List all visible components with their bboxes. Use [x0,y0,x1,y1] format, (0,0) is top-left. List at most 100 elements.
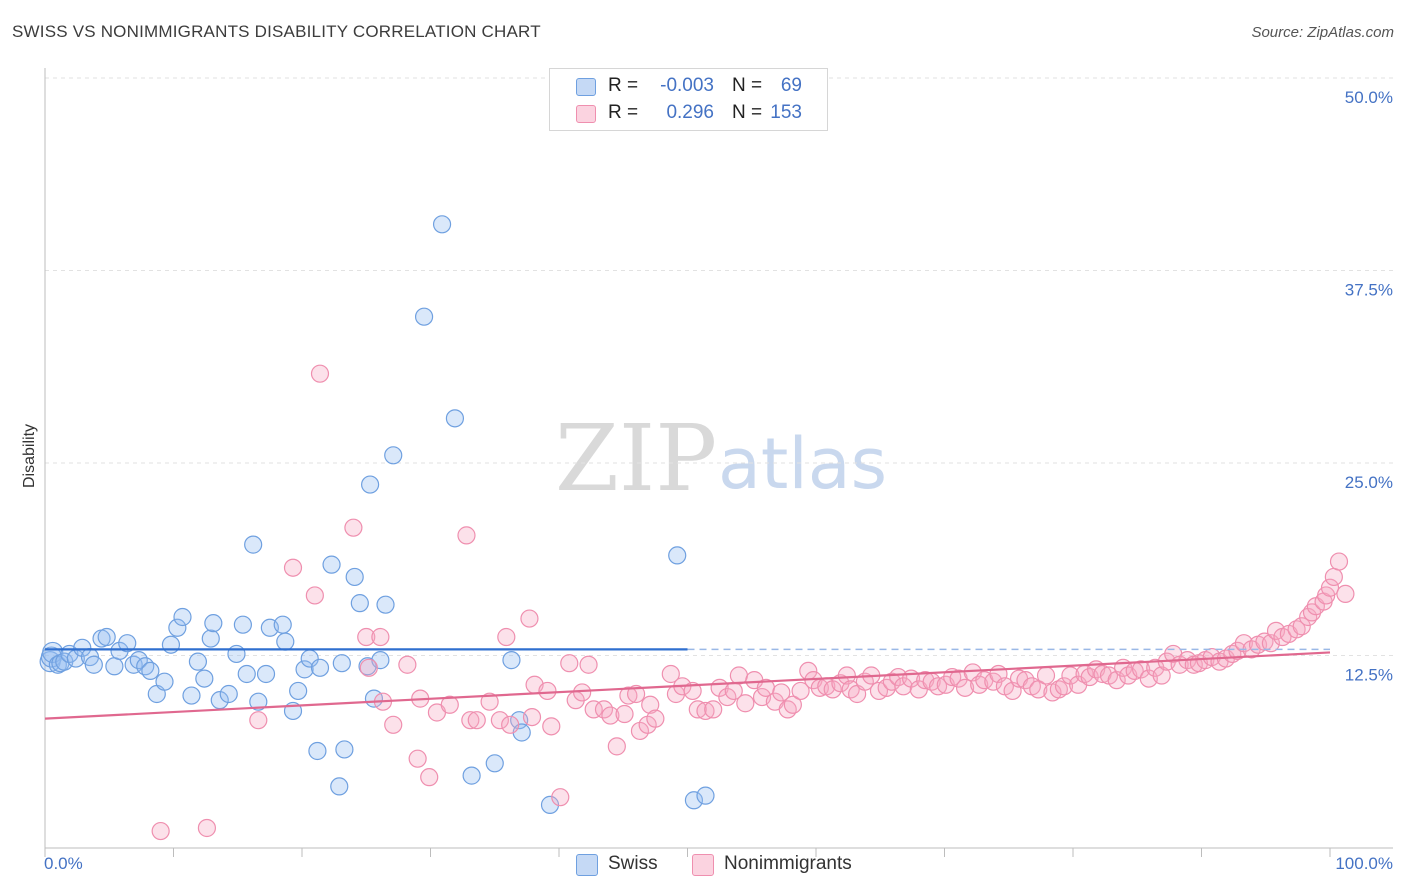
nonimmigrants-point [461,711,480,730]
legend-r-label: R = [608,102,639,123]
swiss-point [73,638,92,657]
nonimmigrants-point [894,677,913,696]
nonimmigrants-point [490,711,509,730]
watermark-atlas: atlas [718,423,887,505]
nonimmigrants-point [384,715,403,734]
legend-n-value: 69 [780,75,802,96]
nonimmigrants-point [1054,677,1074,696]
nonimmigrants-point [344,518,363,537]
nonimmigrants-point [579,655,598,674]
swiss-point [273,615,292,634]
nonimmigrants-point [607,737,626,756]
nonimmigrants-point [283,558,303,577]
nonimmigrants-point [704,700,723,719]
nonimmigrants-point [467,711,486,730]
nonimmigrants-point [1336,584,1355,604]
nonimmigrants-point [619,686,638,705]
swiss-point [432,215,452,234]
swiss-point [155,672,174,691]
nonimmigrants-point [1287,620,1306,639]
chart-title: SWISS VS NONIMMIGRANTS DISABILITY CORREL… [12,22,541,41]
watermark: ZIP atlas [555,405,887,512]
legend-r-label: R = [608,75,639,96]
nonimmigrants-point [1049,680,1068,699]
nonimmigrants-point [197,818,217,838]
nonimmigrants-point [736,694,755,713]
swiss-point [110,641,129,660]
swiss-point [276,632,295,651]
legend-swatch-swiss [576,78,596,96]
legend-n-label: N = [732,75,763,96]
swiss-point [201,629,220,648]
nonimmigrants-point [1152,666,1171,685]
swiss-point [308,741,327,761]
swiss-point [84,655,103,674]
y-tick-label: 37.5% [1345,281,1393,300]
nonimmigrants-point [1036,666,1056,685]
swiss-point [118,634,137,653]
y-tick-label: 12.5% [1345,666,1393,685]
y-tick-label: 50.0% [1345,88,1393,107]
swiss-point [256,664,276,684]
nonimmigrants-point [551,788,570,807]
source-credit: Source: ZipAtlas.com [1251,24,1394,41]
series-nonimmigrants [151,364,1355,841]
swiss-point [684,791,704,810]
nonimmigrants-point [310,364,330,383]
x-tick-label: 100.0% [1335,854,1393,873]
swiss-point [462,766,481,785]
swiss-point [485,754,504,773]
x-tick-labels: 0.0% 100.0% [44,854,1393,873]
nonimmigrants-point [249,711,268,730]
nonimmigrants-point [1029,680,1048,699]
nonimmigrants-point [791,681,810,701]
nonimmigrants-point [420,768,439,787]
nonimmigrants-point [955,678,975,697]
legend-n-label: N = [732,102,763,123]
legend-swatch-nonimmigrants [692,854,714,876]
trendlines [44,648,1331,720]
x-tick-label: 0.0% [44,854,83,873]
nonimmigrants-point [696,701,715,721]
nonimmigrants-trendline [44,651,1331,720]
legend-swatch-nonimmigrants [576,105,596,123]
swiss-point [105,657,124,676]
stats-legend: R = -0.003 N = 69 R = 0.296 N = 153 [549,68,828,131]
legend-row-nonimmigrants: R = 0.296 N = 153 [550,101,827,127]
swiss-point [540,795,560,814]
nonimmigrants-point [497,627,516,647]
nonimmigrants-point [560,654,579,673]
swiss-point [295,660,314,679]
swiss-point [97,627,116,647]
swiss-point [332,654,351,673]
watermark-zip: ZIP [555,405,717,512]
nonimmigrants-point [501,715,520,734]
nonimmigrants-point [641,695,660,714]
nonimmigrants-point [1324,567,1343,587]
nonimmigrants-point [1132,660,1151,679]
swiss-point [414,307,434,326]
swiss-point [244,535,263,554]
swiss-point [502,651,521,670]
swiss-point [173,607,192,627]
nonimmigrants-point [371,627,390,647]
nonimmigrants-point [457,526,476,545]
nonimmigrants-point [398,655,417,674]
swiss-point [345,567,364,587]
swiss-point [141,661,160,681]
nonimmigrants-point [520,609,539,628]
swiss-point [350,594,369,613]
nonimmigrants-point [1329,552,1349,571]
swiss-point [696,786,715,805]
nonimmigrants-point [305,586,324,605]
swiss-point [195,669,214,688]
nonimmigrants-point [661,664,680,684]
swiss-point [668,546,687,565]
nonimmigrants-point [151,821,170,841]
nonimmigrants-point [1061,666,1080,685]
nonimmigrants-point [573,683,592,702]
nonimmigrants-point [542,717,561,736]
series-legend: Swiss Nonimmigrants [0,852,1406,880]
swiss-point [289,681,308,701]
